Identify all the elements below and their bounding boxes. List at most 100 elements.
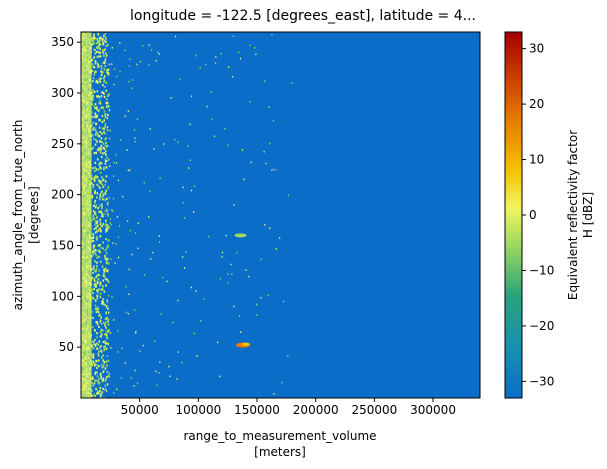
heat-cell — [81, 361, 84, 364]
heat-cell — [85, 71, 88, 74]
heat-cell — [96, 46, 98, 49]
heat-cell — [83, 204, 85, 207]
heat-cell — [82, 48, 85, 51]
heat-cell — [93, 212, 96, 215]
heat-cell — [101, 176, 103, 179]
heat-cell — [90, 43, 93, 47]
heat-cell — [190, 286, 193, 289]
heat-cell — [94, 103, 97, 106]
heat-cell — [84, 127, 87, 130]
heat-cell — [98, 43, 101, 46]
heat-cell — [82, 165, 84, 168]
heat-cell — [91, 134, 94, 137]
heat-cell — [84, 177, 86, 180]
y-axis-label: azimuth_angle_from_true_north — [11, 120, 25, 311]
heat-cell — [107, 269, 109, 272]
heat-cell — [87, 357, 90, 361]
heat-cell — [120, 377, 122, 379]
heat-cell — [94, 394, 96, 398]
heat-cell — [95, 275, 98, 279]
heat-cell — [107, 93, 110, 96]
heat-cell — [236, 251, 238, 254]
heat-cell — [108, 63, 110, 66]
heat-cell — [91, 344, 93, 347]
heat-cell — [93, 42, 96, 45]
heat-cell — [263, 150, 265, 153]
y-tick-label: 200 — [51, 188, 74, 202]
heat-cell — [98, 350, 100, 353]
heat-cell — [81, 90, 84, 93]
heat-cell — [92, 94, 95, 98]
heat-cell — [105, 89, 108, 92]
heat-cell — [87, 268, 89, 271]
heat-cell — [81, 351, 83, 354]
heat-cell — [102, 379, 105, 382]
heat-cell — [85, 204, 87, 207]
heat-cell — [87, 376, 89, 380]
heat-cell — [105, 306, 107, 308]
heat-cell — [83, 209, 86, 212]
heat-cell — [84, 388, 86, 392]
heat-cell — [81, 307, 83, 310]
heat-cell — [94, 62, 97, 65]
y-tick-label: 50 — [59, 340, 74, 354]
heat-cell — [92, 267, 95, 270]
heat-cell — [85, 322, 87, 325]
heat-cell — [99, 234, 102, 238]
heat-cell — [98, 55, 100, 58]
heat-cell — [98, 40, 101, 43]
heat-cell — [103, 110, 106, 113]
heat-cell — [81, 388, 84, 391]
heat-cell — [93, 297, 95, 300]
heat-cell — [84, 242, 86, 245]
heat-cell — [195, 54, 197, 57]
heat-cell — [88, 157, 91, 160]
heat-cell — [84, 345, 87, 348]
heat-cell — [104, 198, 106, 200]
heat-cell — [81, 242, 84, 245]
heat-cell — [281, 381, 283, 384]
heat-cell — [84, 276, 87, 279]
heat-cell — [94, 36, 96, 40]
heat-cell — [101, 225, 104, 228]
heat-cell — [81, 257, 83, 260]
heat-cell — [92, 137, 95, 141]
heat-cell — [102, 146, 105, 149]
heat-cell — [240, 331, 242, 334]
heat-cell — [81, 70, 84, 73]
heat-cell — [88, 124, 90, 127]
heat-cell — [89, 260, 92, 263]
heat-cell — [88, 160, 90, 164]
heat-cell — [90, 50, 93, 54]
heat-cell — [104, 384, 107, 387]
heat-cell — [106, 104, 109, 107]
heat-cell — [104, 184, 106, 186]
heat-cell — [93, 105, 96, 108]
heat-cell — [82, 207, 85, 211]
heat-cell — [92, 40, 94, 43]
heat-cell — [96, 379, 98, 382]
heat-cell — [105, 342, 108, 345]
heat-cell — [81, 56, 84, 59]
heat-cell — [93, 217, 96, 220]
heat-cell — [87, 137, 89, 140]
heat-cell — [93, 265, 95, 268]
heat-cell — [85, 190, 88, 193]
heat-cell — [93, 244, 95, 247]
heat-cell — [102, 285, 104, 288]
heat-cell — [82, 276, 84, 279]
heat-cell — [88, 223, 91, 226]
heat-cell — [83, 345, 85, 348]
heat-cell — [224, 127, 226, 130]
heat-cell — [90, 167, 92, 170]
heat-cell — [89, 84, 91, 87]
heat-cell — [89, 265, 92, 268]
heat-cell — [92, 287, 94, 290]
heat-cell — [91, 38, 93, 41]
heat-cell — [216, 341, 219, 344]
y-tick-label: 150 — [51, 239, 74, 253]
heat-cell — [107, 73, 110, 76]
heat-cell — [107, 359, 110, 362]
heat-cell — [104, 277, 107, 280]
heat-cell — [182, 256, 184, 258]
